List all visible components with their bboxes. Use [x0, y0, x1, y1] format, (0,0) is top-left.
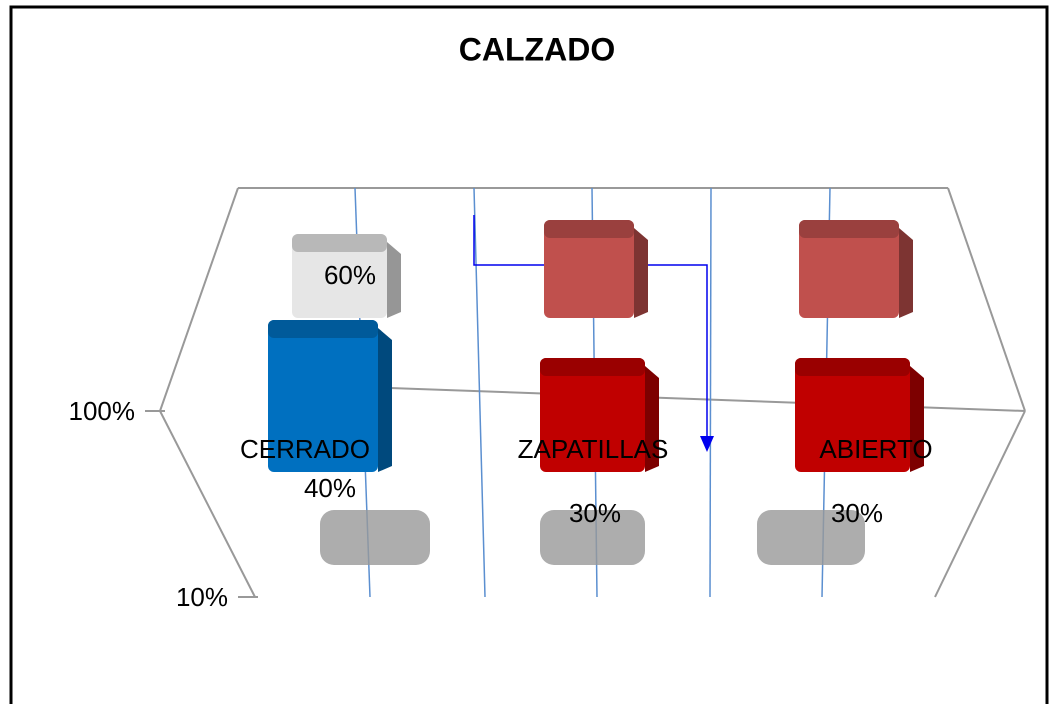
value-label: 30% [831, 498, 883, 528]
value-label: 30% [569, 498, 621, 528]
back-bar [799, 220, 913, 318]
bar [540, 358, 659, 472]
category-label: ZAPATILLAS [518, 434, 669, 464]
arrow-head [700, 436, 714, 452]
y-tick-label: 10% [176, 582, 228, 612]
value-label: 60% [324, 260, 376, 290]
back-bar [292, 234, 401, 318]
y-tick-label: 100% [69, 396, 136, 426]
bar [268, 320, 392, 472]
value-label: 40% [304, 473, 356, 503]
chart-title: CALZADO [459, 31, 615, 67]
category-label: ABIERTO [819, 434, 932, 464]
shadows [320, 510, 865, 565]
back-bar [544, 220, 648, 318]
category-label: CERRADO [240, 434, 370, 464]
bar [795, 358, 924, 472]
frame [9, 5, 1049, 704]
